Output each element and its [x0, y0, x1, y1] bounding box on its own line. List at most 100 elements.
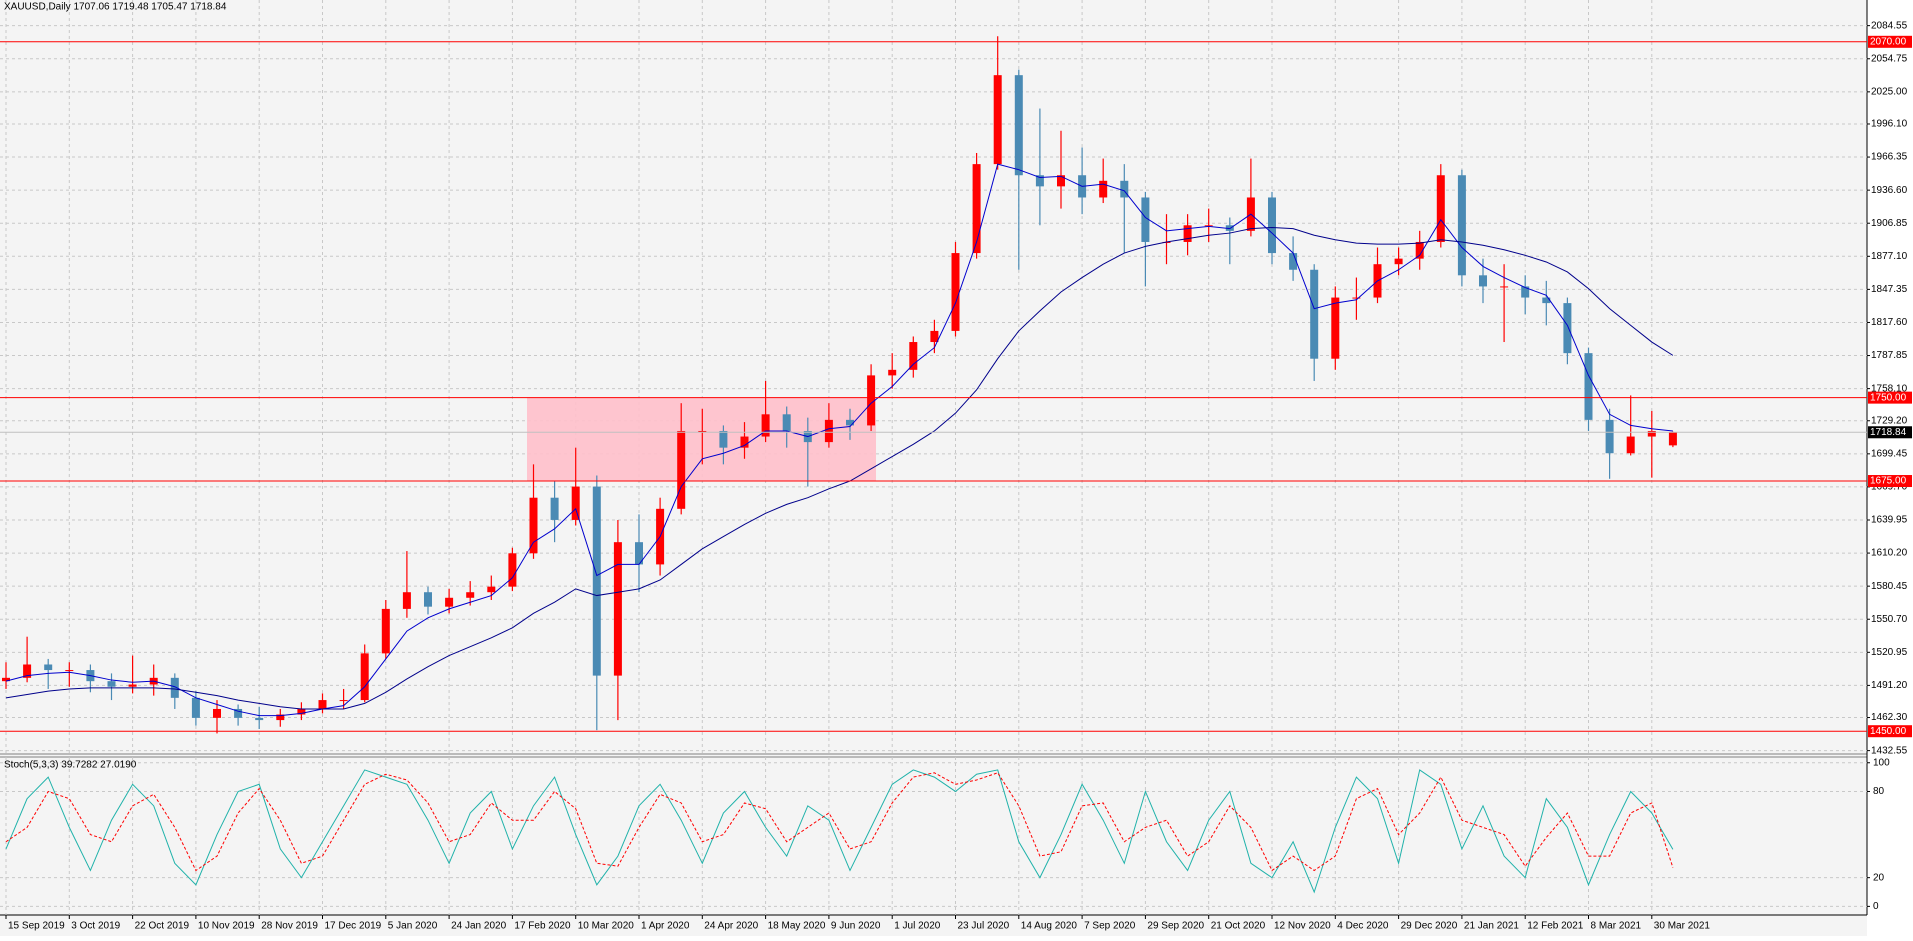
candle-body — [719, 430, 728, 448]
y-tick-label: 2054.75 — [1871, 53, 1908, 64]
candle-body — [1352, 297, 1361, 299]
candle-body — [1415, 241, 1424, 259]
x-tick-label: 24 Jan 2020 — [451, 921, 506, 932]
moving-average — [5, 163, 1673, 717]
candle-body — [2, 677, 10, 682]
x-tick-label: 4 Dec 2020 — [1337, 921, 1389, 932]
candle-body — [1436, 175, 1445, 242]
candle-body — [888, 369, 897, 376]
candle-body — [128, 684, 137, 687]
candle-body — [909, 342, 918, 370]
candle-body — [44, 664, 53, 671]
level-label-box — [1868, 725, 1912, 738]
candle-body — [1668, 432, 1677, 446]
candle-body — [213, 708, 221, 718]
candle-body — [1521, 286, 1530, 298]
y-tick-label: 1787.85 — [1871, 350, 1908, 361]
chart-title: XAUUSD,Daily 1707.06 1719.48 1705.47 171… — [4, 2, 227, 13]
candle-body — [1268, 197, 1276, 254]
current-price-label: 1718.84 — [1870, 427, 1907, 438]
labels: 2084.55 2054.75 2025.00 1996.10 1966.35 1936.… — [8, 20, 1912, 932]
candle-body — [529, 497, 538, 554]
x-tick-label: 10 Mar 2020 — [578, 921, 635, 932]
x-tick-label: 10 Nov 2019 — [198, 921, 255, 932]
y-tick-label: 1996.10 — [1871, 119, 1908, 130]
x-tick-label: 21 Jan 2021 — [1464, 921, 1519, 932]
candle-body — [1057, 175, 1065, 187]
y-tick-label: 1847.35 — [1871, 284, 1908, 295]
level-label-box — [1868, 391, 1912, 404]
candle-body — [740, 436, 749, 448]
candle-body — [698, 430, 707, 432]
oscillator-title: Stoch(5,3,3) 39.7282 27.0190 — [4, 760, 137, 771]
y-tick-label: 1699.45 — [1871, 448, 1908, 459]
level-label: 1750.00 — [1870, 392, 1907, 403]
x-tick-label: 24 Apr 2020 — [704, 921, 758, 932]
candle-body — [1500, 286, 1509, 288]
candle-body — [170, 677, 179, 698]
current-price-box — [1868, 426, 1912, 439]
plot-background — [0, 0, 1867, 936]
candle-body — [571, 486, 580, 520]
y-tick-label: 1936.60 — [1871, 185, 1908, 196]
x-tick-label: 18 May 2020 — [768, 921, 826, 932]
candle-body — [297, 708, 306, 715]
y-tick-label: 2084.55 — [1871, 20, 1908, 31]
candle-body — [1141, 197, 1150, 242]
zone — [527, 397, 876, 482]
y-tick-label: 1550.70 — [1871, 614, 1908, 625]
candle-body — [381, 608, 390, 654]
level-label: 2070.00 — [1870, 36, 1907, 47]
y-tick-label: 100 — [1873, 757, 1890, 768]
candle-body — [1310, 269, 1319, 359]
x-tick-label: 21 Oct 2020 — [1211, 921, 1266, 932]
y-tick-label: 1462.30 — [1871, 712, 1908, 723]
x-tick-label: 29 Sep 2020 — [1147, 921, 1204, 932]
y-tick-label: 1966.35 — [1871, 152, 1908, 163]
candle-body — [1035, 175, 1044, 187]
candle-body — [1457, 175, 1466, 276]
x-tick-label: 1 Jul 2020 — [894, 921, 941, 932]
y-tick-label: 20 — [1873, 872, 1885, 883]
candle-body — [1120, 180, 1129, 198]
x-tick-label: 8 Mar 2021 — [1591, 921, 1642, 932]
candle-body — [1331, 297, 1340, 359]
candle-body — [1479, 275, 1487, 287]
candle-body — [1394, 258, 1403, 265]
candle-body — [1605, 419, 1614, 454]
y-tick-label: 2025.00 — [1871, 86, 1908, 97]
y-tick-label: 1610.20 — [1871, 548, 1908, 559]
x-tick-label: 1 Apr 2020 — [641, 921, 690, 932]
candle-body — [930, 330, 939, 343]
x-tick-label: 30 Mar 2021 — [1654, 921, 1711, 932]
candle-body — [107, 681, 116, 687]
x-tick-label: 9 Jun 2020 — [831, 921, 881, 932]
axis-background — [1867, 0, 1913, 936]
candle-body — [1099, 180, 1108, 198]
candle-body — [191, 697, 200, 718]
candle-body — [846, 419, 854, 426]
y-tick-label: 1580.45 — [1871, 581, 1908, 592]
x-tick-label: 28 Nov 2019 — [261, 921, 318, 932]
y-tick-label: 1432.55 — [1871, 745, 1908, 756]
candle-body — [550, 497, 559, 520]
level-label: 1450.00 — [1870, 726, 1907, 737]
x-tick-label: 3 Oct 2019 — [71, 921, 120, 932]
x-tick-label: 12 Feb 2021 — [1527, 921, 1584, 932]
candle-body — [1584, 353, 1593, 420]
candle-body — [276, 714, 285, 721]
x-tick-label: 12 Nov 2020 — [1274, 921, 1331, 932]
moving-average — [5, 227, 1674, 710]
candle-body — [234, 708, 243, 718]
x-tick-label: 5 Jan 2020 — [388, 921, 438, 932]
x-tick-label: 17 Feb 2020 — [514, 921, 571, 932]
y-tick-label: 1491.20 — [1871, 680, 1908, 691]
marks — [0, 36, 1867, 894]
x-tick-label: 15 Sep 2019 — [8, 921, 65, 932]
candle-body — [402, 592, 411, 609]
level-label-box — [1868, 475, 1912, 488]
candle-body — [1542, 297, 1551, 304]
candle-body — [951, 253, 960, 331]
candle-body — [972, 164, 981, 254]
